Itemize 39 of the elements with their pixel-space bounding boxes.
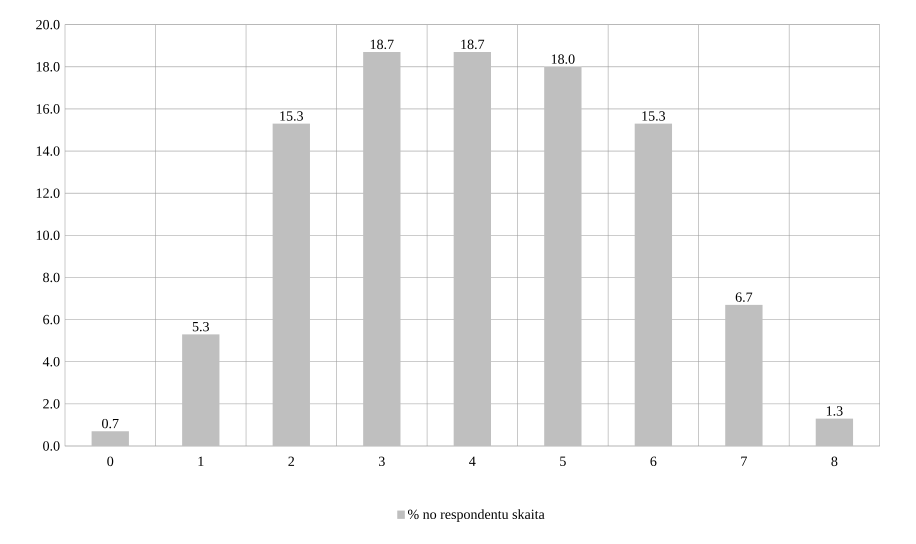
y-tick-label: 16.0 (36, 104, 60, 114)
bar (454, 52, 492, 446)
x-tick-label: 0 (107, 456, 114, 466)
y-tick-label: 20.0 (36, 20, 60, 30)
x-tick-label: 7 (741, 456, 747, 466)
x-tick-label: 2 (288, 456, 294, 466)
data-label: 18.7 (370, 40, 394, 50)
x-tick-label: 4 (469, 456, 476, 466)
bar (182, 334, 220, 446)
data-label: 0.7 (102, 418, 119, 428)
x-tick-label: 1 (198, 456, 204, 466)
y-tick-label: 10.0 (36, 230, 60, 240)
legend-label: % no respondentu skaita (408, 509, 545, 522)
bar (816, 418, 854, 446)
y-tick-label: 8.0 (43, 272, 60, 282)
y-tick-label: 18.0 (36, 62, 60, 72)
data-label: 18.0 (552, 54, 575, 64)
y-tick-label: 2.0 (43, 399, 60, 409)
y-tick-label: 4.0 (42, 356, 60, 366)
y-tick-label: 6.0 (43, 314, 60, 324)
y-tick-label: 14.0 (36, 146, 60, 156)
bar (92, 431, 129, 446)
x-tick-label: 3 (378, 456, 385, 466)
bar (363, 52, 400, 446)
data-label: 15.3 (642, 111, 666, 121)
bar (725, 304, 763, 446)
data-label: 5.3 (192, 322, 209, 332)
x-tick-label: 8 (831, 456, 838, 466)
data-label: 15.3 (280, 111, 303, 121)
bar (272, 124, 310, 446)
data-label: 18.7 (461, 40, 484, 50)
data-label: 6.7 (736, 292, 752, 302)
x-tick-label: 6 (650, 456, 656, 466)
bar (634, 124, 672, 446)
bar (544, 66, 582, 446)
y-tick-label: 0.0 (43, 441, 60, 451)
data-label: 1.3 (826, 406, 843, 416)
y-tick-label: 12.0 (36, 188, 60, 198)
x-tick-label: 5 (560, 456, 566, 466)
